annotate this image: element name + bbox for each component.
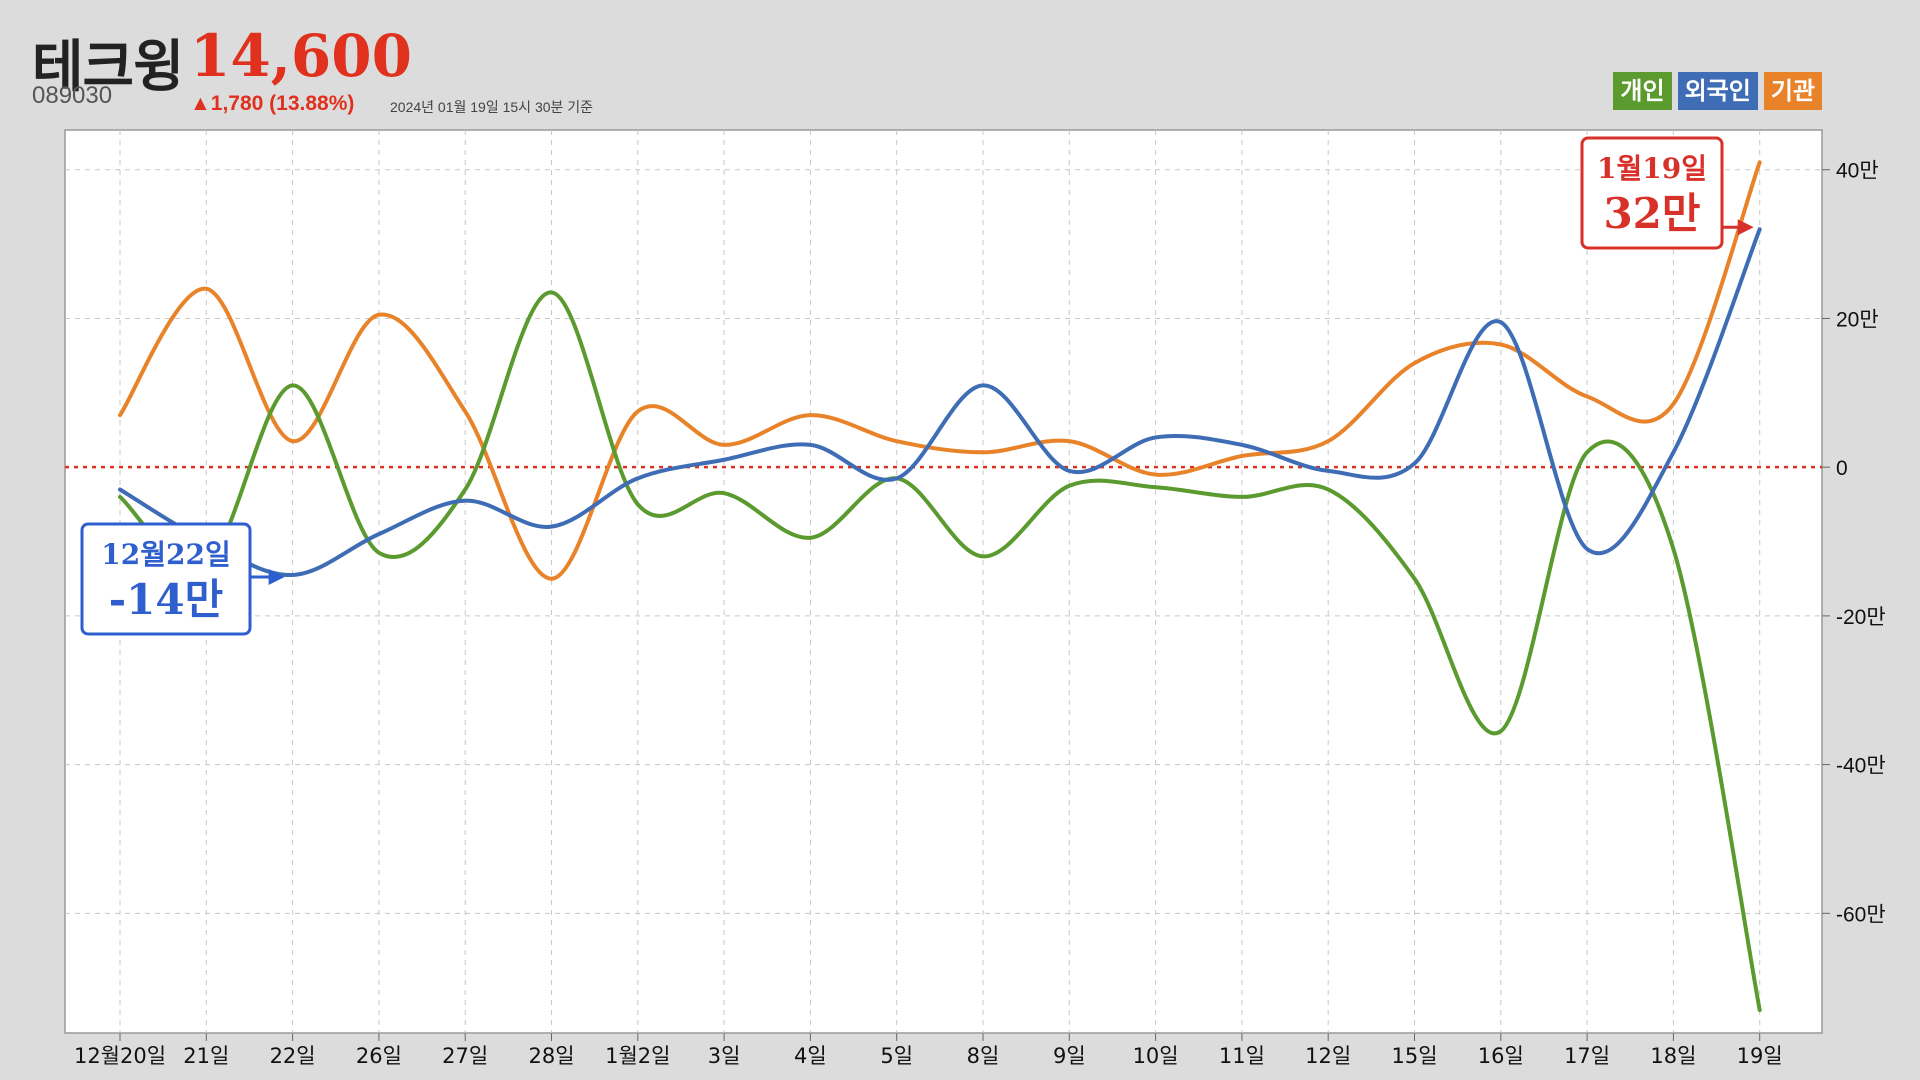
as-of-timestamp: 2024년 01월 19일 15시 30분 기준	[390, 99, 594, 115]
legend-item-institution: 기관	[1763, 72, 1822, 110]
x-tick-label: 28일	[528, 1044, 574, 1068]
y-tick-label: -20만	[1836, 606, 1886, 629]
chart-legend: 개인 외국인 기관	[1613, 72, 1822, 110]
plot-area	[64, 129, 1823, 1034]
series-line-individual	[118, 290, 1762, 1012]
max-callout-date: 1월19일	[1597, 152, 1707, 185]
x-tick-label: 21일	[183, 1044, 229, 1068]
x-tick-label: 1월2일	[605, 1044, 670, 1068]
x-tick-label: 17일	[1564, 1044, 1610, 1068]
x-tick-label: 4일	[794, 1044, 827, 1068]
x-tick-label: 22일	[270, 1044, 316, 1068]
series-line-foreign	[118, 227, 1762, 578]
stock-code: 089030	[32, 82, 113, 109]
stock-price: 14,600	[190, 22, 412, 90]
legend-item-individual: 개인	[1613, 72, 1672, 110]
x-tick-label: 18일	[1650, 1044, 1696, 1068]
x-tick-label: 15일	[1391, 1044, 1437, 1068]
y-tick-label: 40만	[1836, 160, 1879, 183]
x-tick-label: 10일	[1133, 1044, 1179, 1068]
min-callout-arrow-head	[268, 569, 285, 585]
max-callout-value: 32만	[1603, 189, 1700, 238]
y-tick-label: -60만	[1836, 903, 1886, 926]
max-callout-arrow-head	[1737, 219, 1754, 236]
series-line-institution	[118, 160, 1762, 581]
x-tick-label: 19일	[1737, 1044, 1783, 1068]
min-callout-value: -14만	[109, 575, 224, 624]
min-callout-date: 12월22일	[101, 538, 230, 571]
x-tick-label: 12일	[1305, 1044, 1351, 1068]
y-tick-label: 0	[1836, 457, 1848, 480]
x-tick-label: 9일	[1053, 1044, 1086, 1068]
x-tick-label: 12월20일	[74, 1044, 166, 1068]
x-tick-label: 26일	[356, 1044, 402, 1068]
min-callout-box	[80, 522, 252, 636]
x-tick-label: 11일	[1219, 1044, 1265, 1068]
x-tick-label: 5일	[880, 1044, 913, 1068]
x-tick-label: 27일	[442, 1044, 488, 1068]
y-tick-label: -40만	[1836, 755, 1886, 778]
x-tick-label: 3일	[708, 1044, 741, 1068]
max-callout-box	[1580, 136, 1724, 250]
y-tick-label: 20만	[1836, 308, 1879, 331]
price-change: ▲1,780 (13.88%)	[190, 92, 355, 115]
x-tick-label: 8일	[967, 1044, 1000, 1068]
x-tick-label: 16일	[1478, 1044, 1524, 1068]
stock-name: 테크윙	[32, 35, 185, 100]
legend-item-foreign: 외국인	[1677, 72, 1758, 110]
